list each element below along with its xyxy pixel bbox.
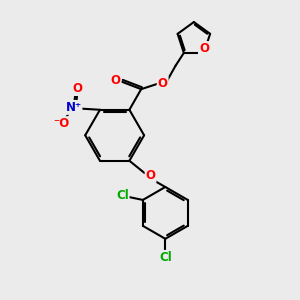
Text: O: O xyxy=(158,77,168,90)
Text: O: O xyxy=(72,82,82,95)
Text: ⁻O: ⁻O xyxy=(53,117,69,130)
Text: Cl: Cl xyxy=(116,189,129,202)
Text: O: O xyxy=(110,74,121,87)
Text: O: O xyxy=(199,42,209,55)
Text: Cl: Cl xyxy=(159,251,172,264)
Text: N⁺: N⁺ xyxy=(65,101,82,114)
Text: O: O xyxy=(146,169,156,182)
